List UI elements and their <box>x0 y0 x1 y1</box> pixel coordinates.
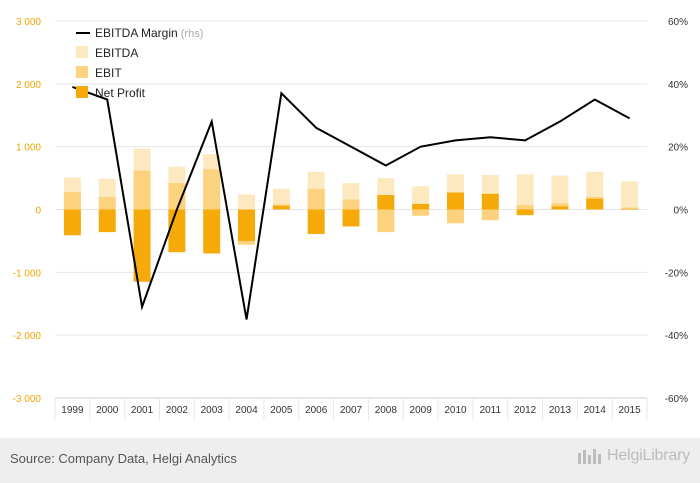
bar-net-profit <box>481 193 499 210</box>
helgi-library-logo[interactable]: HelgiLibrary <box>577 447 690 465</box>
y-left-tick-label: -3 000 <box>13 394 42 405</box>
bar-net-profit <box>621 208 639 210</box>
y-left-tick-label: 3 000 <box>16 17 41 28</box>
x-tick-label: 2011 <box>480 405 502 416</box>
bar-net-profit <box>446 192 464 210</box>
x-tick-label: 2009 <box>410 405 433 416</box>
x-tick-label: 2006 <box>305 405 328 416</box>
x-tick-label: 2010 <box>444 405 467 416</box>
bar-net-profit <box>238 209 256 241</box>
y-right-tick-label: -20% <box>665 268 688 279</box>
x-tick-label: 2014 <box>584 405 607 416</box>
bar-ebit <box>63 191 81 210</box>
bar-ebitda <box>621 181 639 210</box>
bar-ebit <box>203 169 221 210</box>
source-text: Source: Company Data, Helgi Analytics <box>10 451 237 466</box>
legend-swatch <box>76 46 88 58</box>
bar-net-profit <box>168 209 186 253</box>
x-tick-label: 2001 <box>131 405 154 416</box>
y-right-tick-label: 0% <box>674 206 689 217</box>
logo-text: HelgiLibrary <box>607 447 690 464</box>
y-right-tick-label: -40% <box>665 331 688 342</box>
legend-label: EBITDA <box>95 46 138 60</box>
bar-net-profit <box>551 206 569 210</box>
library-icon <box>578 449 602 464</box>
line-ebitda-margin <box>72 86 631 320</box>
bar-ebit <box>377 209 395 233</box>
bar-ebitda <box>551 175 569 210</box>
y-left-tick-label: -1 000 <box>13 268 42 279</box>
bar-ebitda <box>412 186 430 210</box>
x-tick-label: 2012 <box>514 405 537 416</box>
bar-ebit <box>133 170 151 210</box>
bar-ebit <box>446 209 464 224</box>
bar-ebit <box>621 207 639 210</box>
bar-net-profit <box>98 209 116 233</box>
bar-net-profit <box>63 209 81 236</box>
x-tick-label: 2004 <box>235 405 258 416</box>
bar-net-profit <box>272 205 290 210</box>
bar-net-profit <box>133 209 151 282</box>
bar-ebit <box>98 196 116 210</box>
bar-ebit <box>342 199 360 210</box>
legend-suffix: (rhs) <box>178 28 204 40</box>
x-tick-label: 2008 <box>375 405 398 416</box>
x-tick-label: 1999 <box>61 405 84 416</box>
legend-swatch <box>76 86 88 98</box>
bar-ebit <box>307 188 325 210</box>
x-tick-label: 2015 <box>618 405 641 416</box>
bar-ebit <box>481 209 499 221</box>
legend-label: EBIT <box>95 66 122 80</box>
bar-net-profit <box>516 209 534 216</box>
legend-swatch <box>76 66 88 78</box>
bar-net-profit <box>307 209 325 235</box>
legend-label: EBITDA Margin (rhs) <box>95 26 203 40</box>
footer: Source: Company Data, Helgi Analytics He… <box>0 438 700 483</box>
y-right-tick-label: 40% <box>668 80 688 91</box>
bar-ebit <box>168 183 186 210</box>
x-tick-label: 2002 <box>166 405 189 416</box>
x-tick-label: 2013 <box>549 405 572 416</box>
chart-canvas: 3 000 2 000 1 000 0 -1 000 -2 000 -3 000 60% 40%… <box>13 17 689 420</box>
x-tick-label: 2000 <box>96 405 119 416</box>
y-left-tick-label: 1 000 <box>16 143 41 154</box>
bar-ebitda <box>272 188 290 210</box>
bar-net-profit <box>342 209 360 227</box>
bar-net-profit <box>203 209 221 254</box>
bar-net-profit <box>412 203 430 210</box>
x-tick-label: 2007 <box>340 405 363 416</box>
bar-ebitda <box>238 194 256 210</box>
y-right-tick-label: 20% <box>668 143 688 154</box>
bar-ebit <box>516 205 534 210</box>
x-tick-label: 2005 <box>270 405 293 416</box>
legend-label: Net Profit <box>95 86 146 100</box>
bar-ebitda <box>516 174 534 210</box>
y-left-tick-label: 2 000 <box>16 80 41 91</box>
y-right-tick-label: 60% <box>668 17 688 28</box>
x-tick-label: 2003 <box>201 405 224 416</box>
y-left-tick-label: 0 <box>35 206 41 217</box>
y-left-tick-label: -2 000 <box>13 331 42 342</box>
bar-net-profit <box>586 198 604 210</box>
bar-ebit <box>412 209 430 216</box>
bar-net-profit <box>377 195 395 210</box>
y-right-tick-label: -60% <box>665 394 688 405</box>
